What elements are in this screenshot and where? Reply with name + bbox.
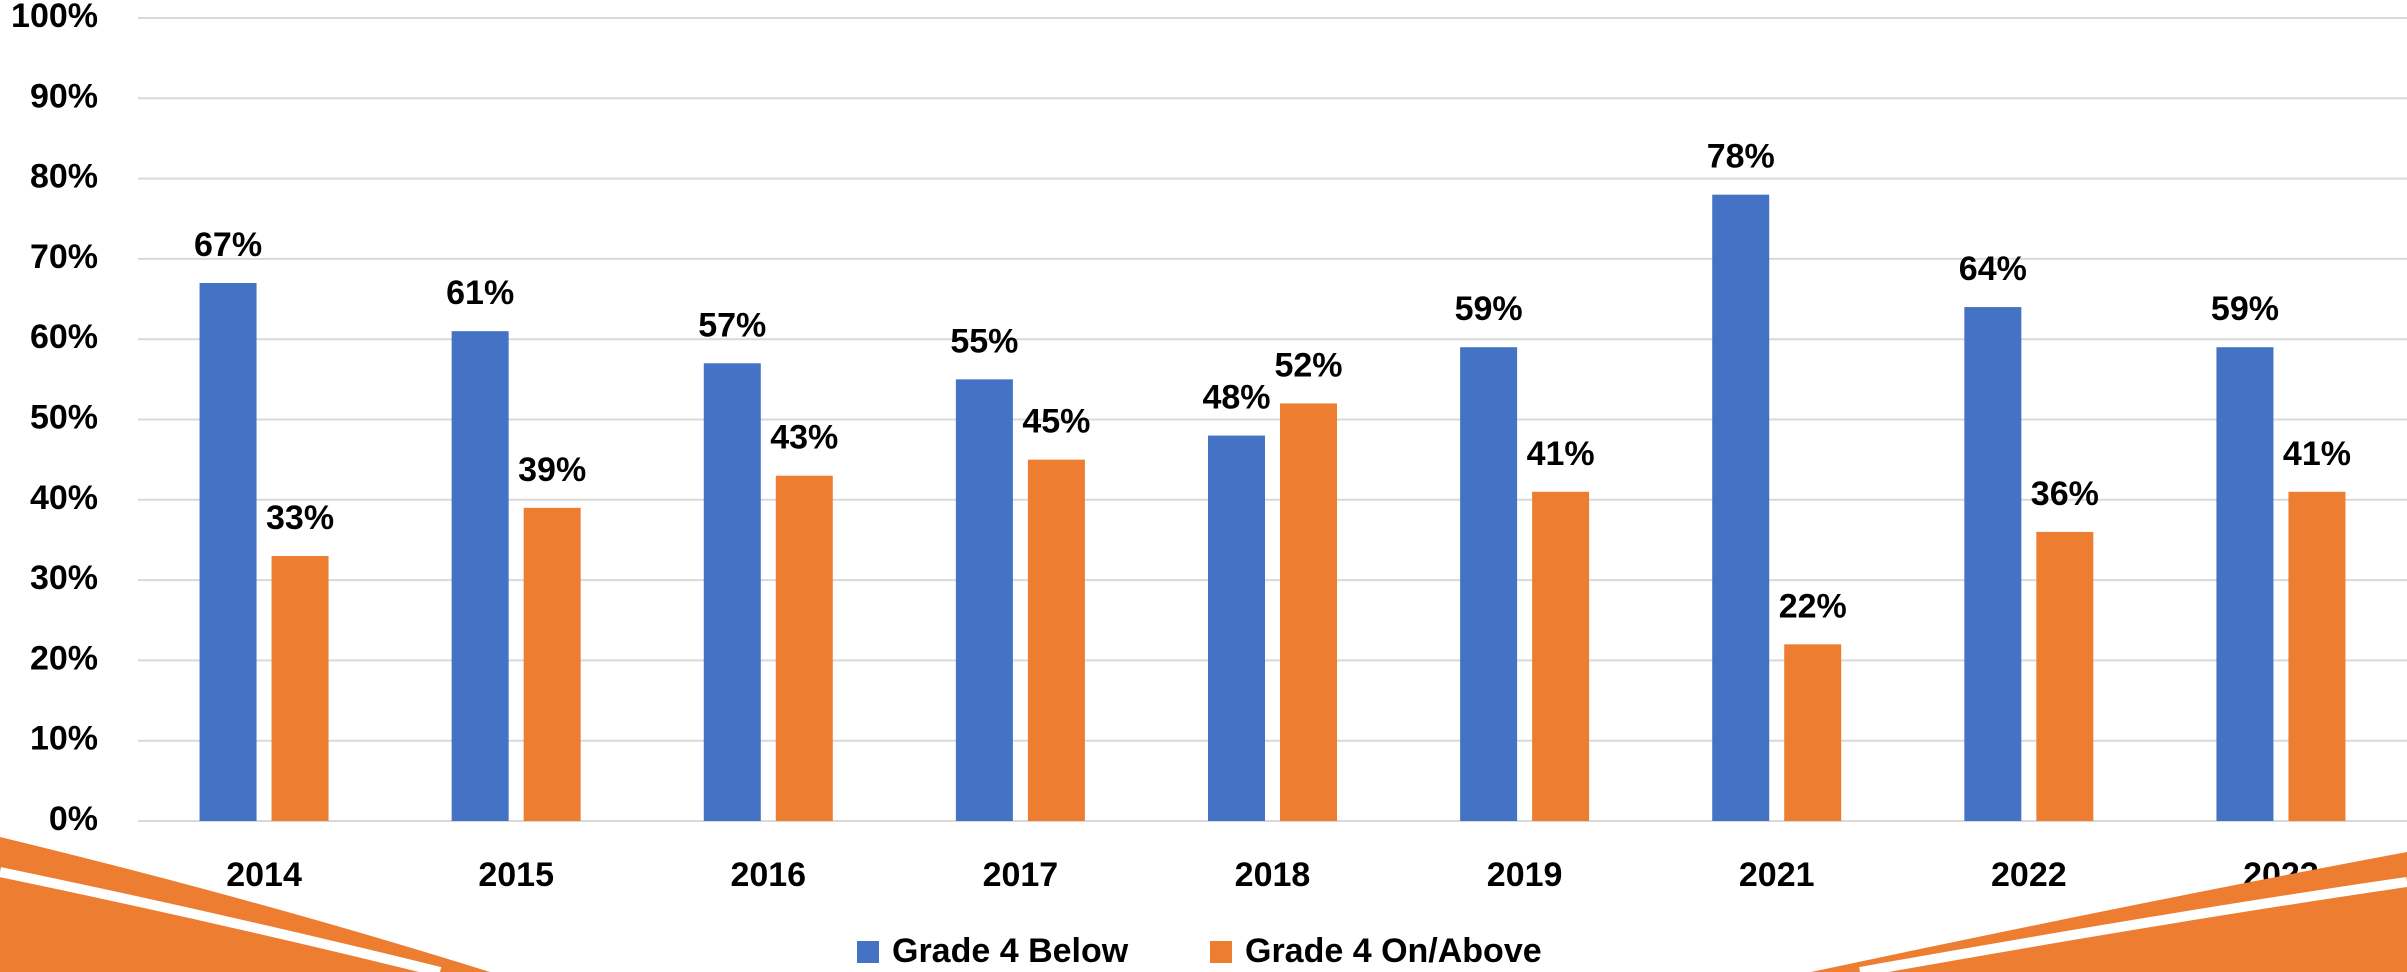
bar [1028,460,1085,821]
bar [272,556,329,821]
bar [200,283,257,821]
y-tick-label: 20% [30,639,98,677]
data-label: 43% [770,419,838,457]
y-tick-label: 70% [30,238,98,276]
x-tick-label: 2019 [1487,856,1563,894]
x-tick-label: 2014 [226,856,302,894]
bar [1712,195,1769,821]
data-label: 33% [266,499,334,537]
data-label: 52% [1274,346,1342,384]
data-label: 36% [2031,475,2099,513]
legend-swatch [1210,941,1232,963]
swoosh-right [1811,852,2407,972]
data-label: 45% [1022,403,1090,441]
data-label: 22% [1779,587,1847,625]
y-tick-label: 10% [30,720,98,758]
bar [776,476,833,821]
x-tick-label: 2017 [983,856,1059,894]
y-tick-label: 60% [30,318,98,356]
bar [956,379,1013,821]
x-tick-label: 2016 [730,856,806,894]
data-label: 67% [194,226,262,264]
data-label: 59% [1455,290,1523,328]
data-label: 64% [1959,250,2027,288]
bar [2216,347,2273,821]
bar [524,508,581,821]
data-label: 48% [1202,379,1270,417]
y-tick-label: 0% [49,800,98,838]
legend-label: Grade 4 On/Above [1245,932,1542,970]
bar [452,331,509,821]
data-label: 59% [2211,290,2279,328]
bar [2288,492,2345,821]
data-label: 57% [698,306,766,344]
y-tick-label: 40% [30,479,98,517]
y-tick-label: 30% [30,559,98,597]
y-tick-label: 50% [30,398,98,436]
bar [1460,347,1517,821]
y-tick-label: 80% [30,158,98,196]
y-tick-label: 90% [30,77,98,115]
bar [704,363,761,821]
x-tick-label: 2021 [1739,856,1815,894]
bar [1208,436,1265,821]
bar [1532,492,1589,821]
chart: 0% 10% 20% 30% 40% 50% 60% 70% 80% 90% 100% 2014 67%… [0,0,2407,972]
data-label: 61% [446,274,514,312]
legend-swatch [857,941,879,963]
bar [1280,403,1337,821]
bar [2036,532,2093,821]
legend-label: Grade 4 Below [892,932,1129,970]
x-tick-label: 2015 [478,856,554,894]
bar [1964,307,2021,821]
data-label: 39% [518,451,586,489]
bar [1784,644,1841,821]
y-tick-label: 100% [11,0,98,35]
data-label: 78% [1707,138,1775,176]
x-tick-label: 2022 [1991,856,2067,894]
data-label: 55% [950,322,1018,360]
data-label: 41% [2283,435,2351,473]
data-label: 41% [1527,435,1595,473]
x-tick-label: 2018 [1235,856,1311,894]
